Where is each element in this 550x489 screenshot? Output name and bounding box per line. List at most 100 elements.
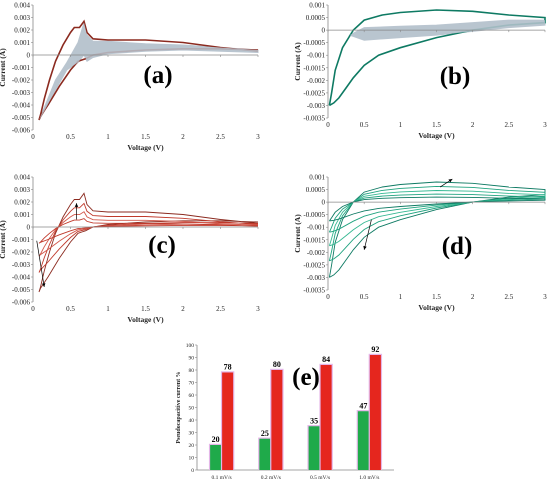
y-axis-title: Current (A): [0, 220, 7, 259]
y-tick-label: -0.005: [12, 114, 31, 122]
panel-label-e: (e): [292, 364, 320, 391]
data-label: 78: [224, 363, 232, 372]
y-tick-label: 40: [189, 418, 195, 424]
x-tick-label: 2: [471, 121, 475, 129]
y-tick-label: 0.002: [14, 199, 30, 207]
bar: [369, 355, 381, 470]
y-tick-label: -0.0005: [303, 211, 325, 219]
y-tick-label: -0.004: [12, 102, 31, 110]
y-tick-label: -0.002: [307, 77, 326, 85]
annotation-arrow-head: [41, 283, 46, 287]
panel-label-c: (c): [148, 232, 176, 259]
data-label: 84: [322, 355, 330, 364]
y-axis-title: Current (A): [0, 48, 7, 87]
annotation-arrow-shaft: [36, 240, 45, 288]
y-tick-label: 0: [322, 27, 326, 35]
panel-label-a: (a): [143, 62, 172, 89]
x-tick-label: 2.5: [216, 133, 225, 141]
x-tick-label: 0.5: [66, 133, 75, 141]
x-tick-label: 0.5 mV/s: [310, 475, 330, 481]
chart-panel-a: 0.004 0.003 0.002 0.001 0 -0.001 -0.002 -0.003 -…: [0, 2, 260, 153]
y-tick-label: 0.001: [309, 174, 325, 182]
y-tick-label: 0.002: [14, 27, 30, 35]
fitted-region-overlay: [39, 22, 258, 120]
y-tick-label: 0.001: [309, 2, 325, 10]
data-label: 92: [371, 345, 379, 354]
y-tick-label: 10: [189, 456, 195, 462]
x-tick-label: 0: [31, 305, 35, 313]
x-tick-label: 2: [471, 293, 475, 301]
panel-label-b: (b): [440, 63, 471, 90]
x-tick-label: 1.5: [432, 293, 441, 301]
y-tick-label: 0.0005: [306, 186, 326, 194]
annotation-arrow-head: [448, 179, 453, 183]
y-tick-label: -0.0025: [303, 89, 325, 97]
y-tick-label: 0: [27, 52, 31, 60]
y-tick-label: -0.003: [307, 274, 326, 282]
x-tick-label: 0: [326, 293, 330, 301]
y-tick-label: -0.0015: [303, 236, 325, 244]
y-tick-label: -0.0015: [303, 64, 325, 72]
chart-panel-d: 0.001 0.0005 0 -0.0005 -0.001 -0.0015 -0.002 -0…: [293, 174, 547, 313]
x-tick-label: 0.5: [66, 305, 75, 313]
y-tick-label: 0: [191, 468, 194, 474]
y-tick-label: 0.0005: [306, 14, 326, 22]
y-tick-label: -0.006: [12, 127, 31, 135]
data-label: 20: [212, 435, 220, 444]
data-label: 35: [310, 416, 318, 425]
x-tick-label: 0.5: [360, 121, 369, 129]
y-tick-label: -0.004: [12, 274, 31, 282]
x-tick-label: 3: [256, 133, 260, 141]
x-tick-label: 2.5: [504, 293, 513, 301]
x-tick-label: 1: [106, 133, 110, 141]
y-tick-label: 50: [189, 406, 195, 412]
x-tick-label: 2.5: [216, 305, 225, 313]
x-tick-label: 1.5: [432, 121, 441, 129]
y-tick-label: -0.003: [12, 89, 31, 97]
x-tick-label: 2: [181, 133, 185, 141]
chart-panel-b: 0.001 0.0005 0 -0.0005 -0.001 -0.0015 -0.002 -0…: [293, 2, 547, 141]
y-axis-title: Current (A): [293, 214, 302, 253]
y-tick-label: 0: [27, 224, 31, 232]
data-label: 80: [273, 360, 281, 369]
y-tick-label: -0.003: [307, 102, 326, 110]
y-tick-label: 0.001: [14, 39, 30, 47]
x-axis-title: Voltage (V): [418, 131, 455, 140]
bar: [259, 438, 271, 470]
y-tick-label: -0.001: [12, 236, 31, 244]
y-tick-label: -0.001: [307, 224, 326, 232]
panel-label-d: (d): [442, 233, 473, 260]
annotation-arrow-shaft: [363, 219, 372, 250]
x-tick-label: 1: [106, 305, 110, 313]
y-tick-label: 20: [189, 443, 195, 449]
x-tick-label: 1: [399, 293, 403, 301]
y-tick-label: 0: [322, 199, 326, 207]
y-tick-label: -0.006: [12, 299, 31, 307]
y-tick-label: -0.002: [12, 249, 31, 257]
bar: [320, 365, 332, 470]
cv-curve-scan-rate: [329, 196, 546, 222]
x-tick-label: 0.2 mV/s: [261, 475, 281, 481]
y-tick-label: -0.002: [12, 77, 31, 85]
y-tick-label: -0.001: [12, 64, 31, 72]
chart-panel-e: 0 10 20 30 40 50 60 70 80 90 100 Pseudocapacitive c…: [176, 343, 394, 481]
y-tick-label: 0.004: [14, 174, 30, 182]
y-tick-label: 0.004: [14, 2, 30, 10]
x-tick-label: 0.1 mV/s: [212, 475, 232, 481]
y-tick-label: 100: [186, 343, 195, 349]
y-tick-label: 90: [189, 356, 195, 362]
y-tick-label: -0.005: [12, 286, 31, 294]
y-tick-label: 80: [189, 368, 195, 374]
y-tick-label: 30: [189, 431, 195, 437]
annotation-arrow-head: [363, 245, 367, 250]
x-tick-label: 2: [181, 305, 185, 313]
y-tick-label: 0.001: [14, 211, 30, 219]
x-tick-label: 1.0 mV/s: [359, 475, 379, 481]
data-label: 25: [261, 429, 269, 438]
y-tick-label: 70: [189, 381, 195, 387]
x-tick-label: 1: [399, 121, 403, 129]
y-tick-label: -0.001: [307, 52, 326, 60]
x-tick-label: 3: [543, 293, 547, 301]
